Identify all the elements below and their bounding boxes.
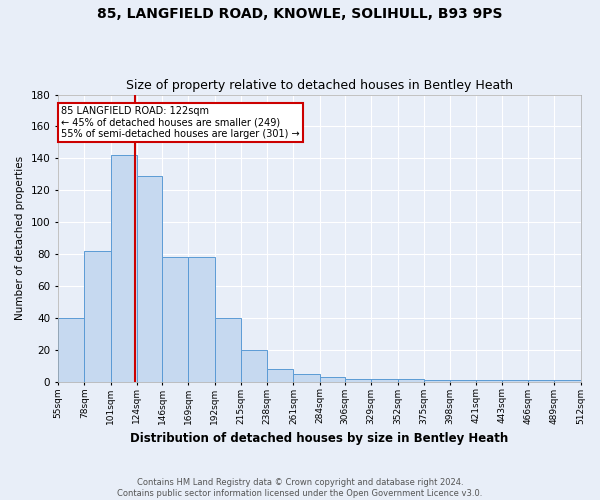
Bar <box>450 380 476 382</box>
X-axis label: Distribution of detached houses by size in Bentley Heath: Distribution of detached houses by size … <box>130 432 508 445</box>
Bar <box>293 374 320 382</box>
Bar <box>502 380 528 382</box>
Bar <box>554 380 581 382</box>
Bar <box>424 380 450 382</box>
Bar <box>528 380 554 382</box>
Bar <box>345 378 371 382</box>
Bar <box>267 369 293 382</box>
Text: Contains HM Land Registry data © Crown copyright and database right 2024.
Contai: Contains HM Land Registry data © Crown c… <box>118 478 482 498</box>
Bar <box>371 378 398 382</box>
Text: 85 LANGFIELD ROAD: 122sqm
← 45% of detached houses are smaller (249)
55% of semi: 85 LANGFIELD ROAD: 122sqm ← 45% of detac… <box>61 106 300 139</box>
Text: 85, LANGFIELD ROAD, KNOWLE, SOLIHULL, B93 9PS: 85, LANGFIELD ROAD, KNOWLE, SOLIHULL, B9… <box>97 8 503 22</box>
Bar <box>58 318 84 382</box>
Bar <box>137 176 162 382</box>
Bar <box>84 251 110 382</box>
Bar <box>188 258 215 382</box>
Bar <box>162 258 188 382</box>
Title: Size of property relative to detached houses in Bentley Heath: Size of property relative to detached ho… <box>126 79 513 92</box>
Bar <box>215 318 241 382</box>
Bar <box>476 380 502 382</box>
Bar <box>110 155 137 382</box>
Bar <box>241 350 267 382</box>
Bar <box>398 378 424 382</box>
Bar <box>320 377 345 382</box>
Y-axis label: Number of detached properties: Number of detached properties <box>15 156 25 320</box>
